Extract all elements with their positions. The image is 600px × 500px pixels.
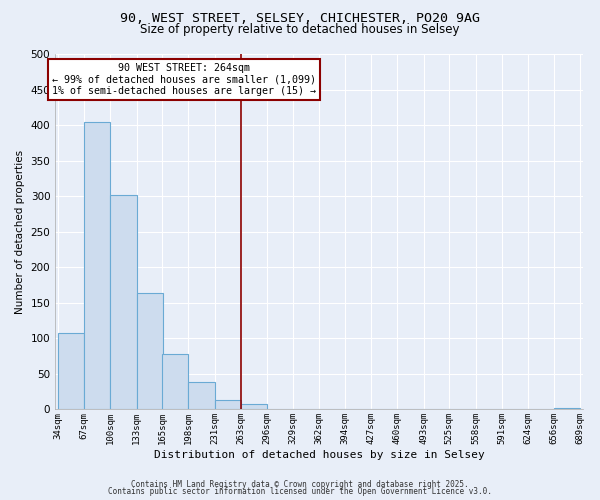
Text: Contains HM Land Registry data © Crown copyright and database right 2025.: Contains HM Land Registry data © Crown c…	[131, 480, 469, 489]
Bar	[554, 408, 580, 410]
Text: 90, WEST STREET, SELSEY, CHICHESTER, PO20 9AG: 90, WEST STREET, SELSEY, CHICHESTER, PO2…	[120, 12, 480, 26]
Bar	[58, 334, 84, 409]
Text: Size of property relative to detached houses in Selsey: Size of property relative to detached ho…	[140, 22, 460, 36]
Bar	[162, 354, 188, 410]
Bar	[110, 194, 137, 410]
X-axis label: Distribution of detached houses by size in Selsey: Distribution of detached houses by size …	[154, 450, 484, 460]
Bar	[188, 382, 215, 409]
Bar	[84, 122, 110, 410]
Text: 90 WEST STREET: 264sqm
← 99% of detached houses are smaller (1,099)
1% of semi-d: 90 WEST STREET: 264sqm ← 99% of detached…	[52, 63, 316, 96]
Bar	[241, 404, 268, 409]
Y-axis label: Number of detached properties: Number of detached properties	[15, 150, 25, 314]
Bar	[215, 400, 241, 409]
Bar	[137, 293, 163, 410]
Text: Contains public sector information licensed under the Open Government Licence v3: Contains public sector information licen…	[108, 487, 492, 496]
